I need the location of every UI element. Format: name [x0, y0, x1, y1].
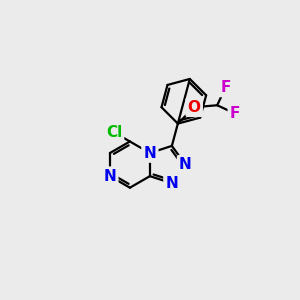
Text: N: N — [143, 146, 156, 160]
Text: N: N — [179, 157, 192, 172]
Text: N: N — [103, 169, 116, 184]
Text: F: F — [220, 80, 231, 95]
Text: O: O — [188, 100, 201, 115]
Text: N: N — [166, 176, 178, 191]
Text: Cl: Cl — [106, 125, 122, 140]
Text: F: F — [230, 106, 240, 121]
